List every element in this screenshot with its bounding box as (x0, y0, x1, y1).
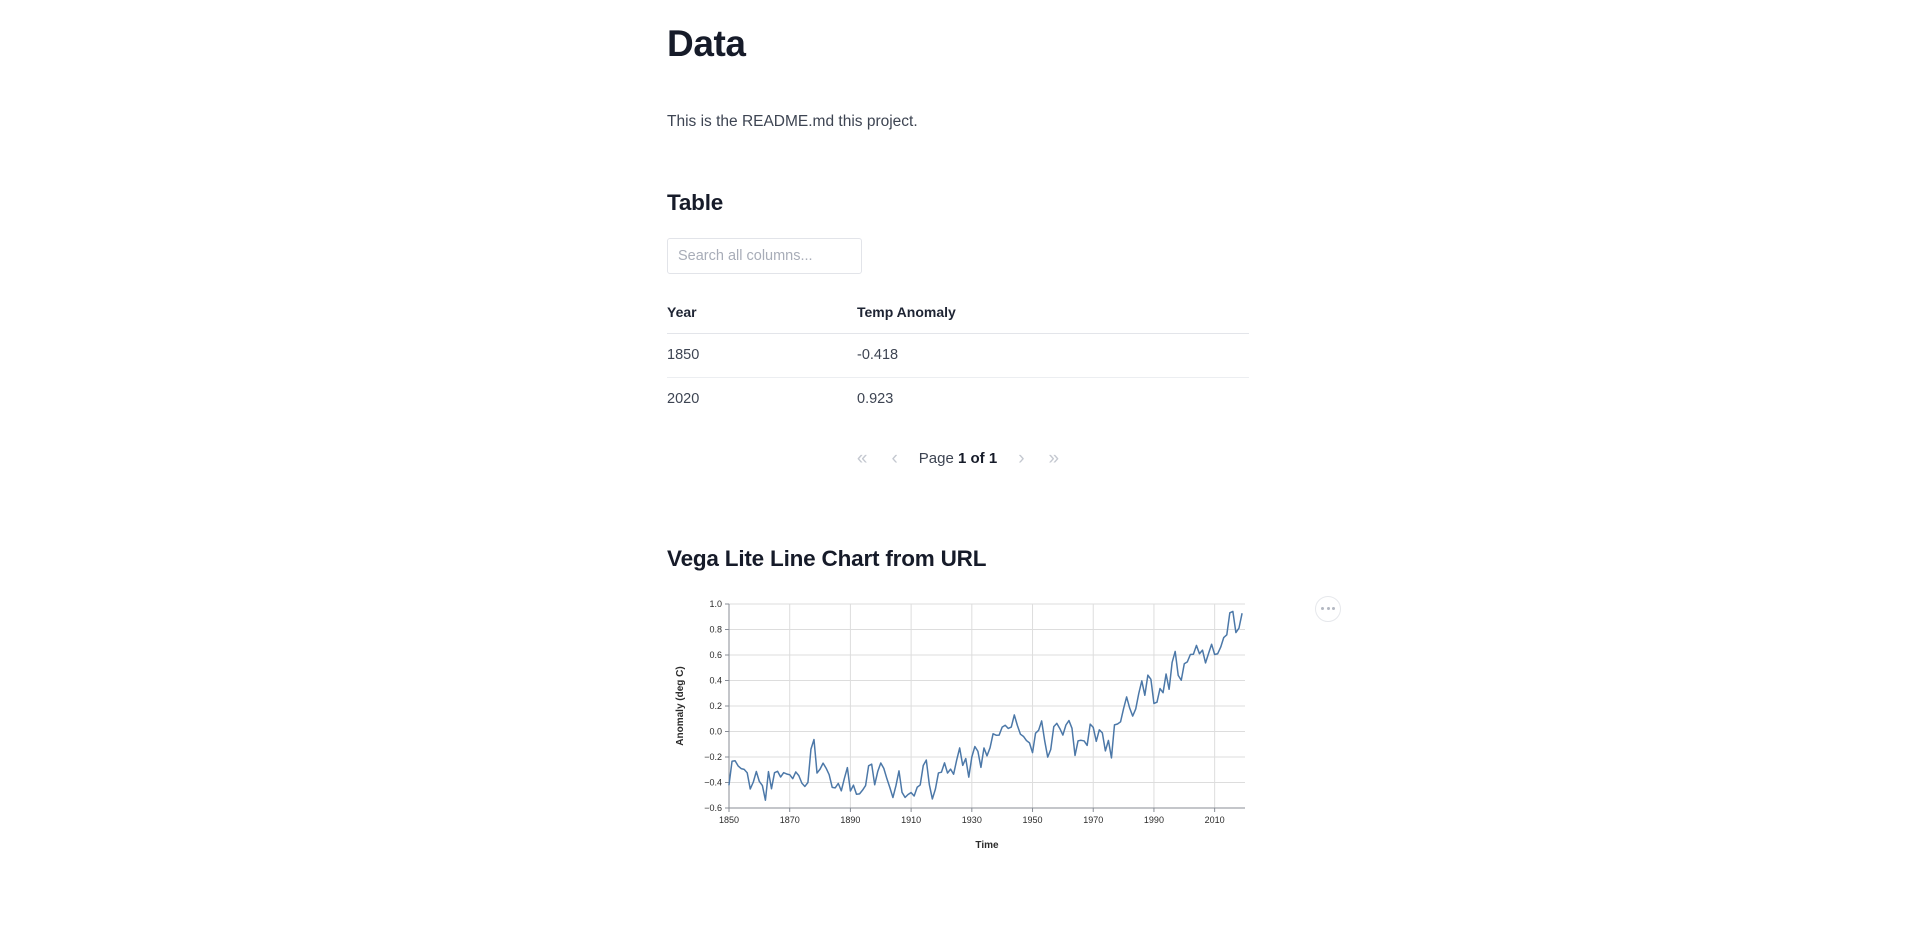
table-head: Year Temp Anomaly (667, 303, 1249, 334)
svg-text:0.6: 0.6 (709, 650, 722, 660)
cell-temp-anomaly: 0.923 (857, 390, 894, 407)
chart-actions-button[interactable] (1315, 595, 1341, 622)
table-row: 2020 0.923 (667, 377, 1249, 421)
svg-text:0.4: 0.4 (709, 675, 722, 685)
page-current: 1 (958, 449, 967, 467)
cell-year: 1850 (667, 333, 857, 378)
svg-text:Time: Time (975, 840, 999, 851)
svg-text:−0.2: −0.2 (704, 752, 722, 762)
svg-text:0.0: 0.0 (709, 726, 722, 736)
svg-text:−0.6: −0.6 (704, 803, 722, 813)
svg-text:0.8: 0.8 (709, 624, 722, 634)
first-page-button[interactable]: « (854, 447, 871, 470)
svg-text:1950: 1950 (1023, 815, 1043, 825)
svg-text:1910: 1910 (901, 815, 921, 825)
svg-text:2010: 2010 (1205, 815, 1225, 825)
column-header-temp-anomaly[interactable]: Temp Anomaly (857, 303, 1249, 334)
intro-paragraph: This is the README.md this project. (667, 113, 918, 131)
svg-text:Anomaly (deg C): Anomaly (deg C) (675, 666, 686, 745)
svg-text:1890: 1890 (840, 815, 860, 825)
last-page-button[interactable]: » (1046, 447, 1063, 470)
line-chart: −0.6 −0.4 −0.2 0.0 0.2 0.4 0.6 0.8 1.0 1850 1870 18… (675, 599, 1245, 851)
page-title: Data (667, 23, 746, 64)
page-indicator: Page 1 of 1 (919, 450, 997, 467)
page-of-text: of (966, 449, 989, 467)
svg-text:0.2: 0.2 (709, 701, 722, 711)
table-header-row: Year Temp Anomaly (667, 303, 1249, 334)
next-page-button[interactable]: › (1015, 447, 1027, 470)
page-total: 1 (988, 449, 998, 467)
pagination: « ‹ Page 1 of 1 › » (667, 447, 1249, 470)
cell-year: 2020 (667, 390, 700, 407)
chart-section-heading: Vega Lite Line Chart from URL (667, 545, 987, 571)
cell-temp-anomaly: -0.418 (857, 333, 1249, 378)
table-body: 1850 -0.418 2020 0.923 (667, 333, 1249, 421)
svg-text:1930: 1930 (962, 815, 982, 825)
column-header-year[interactable]: Year (667, 303, 857, 334)
data-table: Year Temp Anomaly 1850 -0.418 2020 0.923 (667, 303, 1249, 421)
chart-container: −0.6 −0.4 −0.2 0.0 0.2 0.4 0.6 0.8 1.0 1850 1870 18… (667, 594, 1341, 874)
svg-text:−0.4: −0.4 (704, 777, 722, 787)
svg-text:1970: 1970 (1083, 815, 1103, 825)
search-container (667, 216, 1567, 274)
svg-text:1.0: 1.0 (709, 599, 722, 609)
table-row: 1850 -0.418 (667, 333, 1249, 378)
svg-text:1850: 1850 (719, 815, 739, 825)
previous-page-button[interactable]: ‹ (888, 447, 900, 470)
svg-text:1870: 1870 (780, 815, 800, 825)
search-input[interactable] (667, 237, 862, 274)
table-section-heading: Table (667, 189, 724, 215)
svg-text:1990: 1990 (1144, 815, 1164, 825)
content-column: Data This is the README.md this project.… (667, 0, 1567, 874)
ellipsis-icon (1321, 607, 1335, 611)
page-label-prefix: Page (918, 449, 958, 467)
